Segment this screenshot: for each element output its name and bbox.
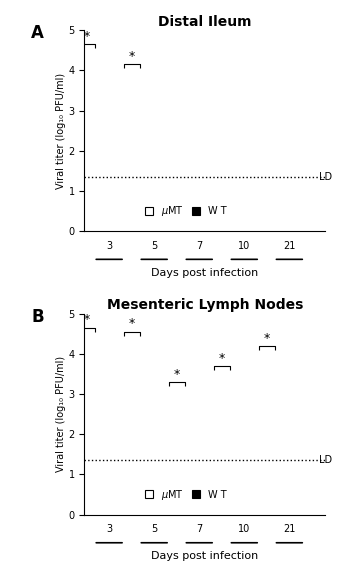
Text: *: * — [129, 317, 135, 331]
Text: *: * — [264, 332, 270, 344]
Text: LD: LD — [319, 456, 332, 465]
X-axis label: Days post infection: Days post infection — [151, 551, 258, 561]
Text: B: B — [31, 308, 44, 325]
Text: *: * — [174, 367, 180, 381]
Text: *: * — [83, 313, 90, 327]
X-axis label: Days post infection: Days post infection — [151, 268, 258, 278]
Text: LD: LD — [319, 172, 332, 182]
Text: *: * — [83, 30, 90, 43]
Text: *: * — [219, 351, 225, 365]
Text: *: * — [129, 50, 135, 63]
Title: Mesenteric Lymph Nodes: Mesenteric Lymph Nodes — [107, 298, 303, 312]
Y-axis label: Viral titer (log₁₀ PFU/ml): Viral titer (log₁₀ PFU/ml) — [56, 73, 66, 189]
Legend: $\mu$MT, W T: $\mu$MT, W T — [145, 204, 227, 218]
Text: A: A — [31, 24, 44, 42]
Legend: $\mu$MT, W T: $\mu$MT, W T — [145, 488, 227, 502]
Y-axis label: Viral titer (log₁₀ PFU/ml): Viral titer (log₁₀ PFU/ml) — [56, 356, 66, 472]
Title: Distal Ileum: Distal Ileum — [158, 15, 252, 29]
